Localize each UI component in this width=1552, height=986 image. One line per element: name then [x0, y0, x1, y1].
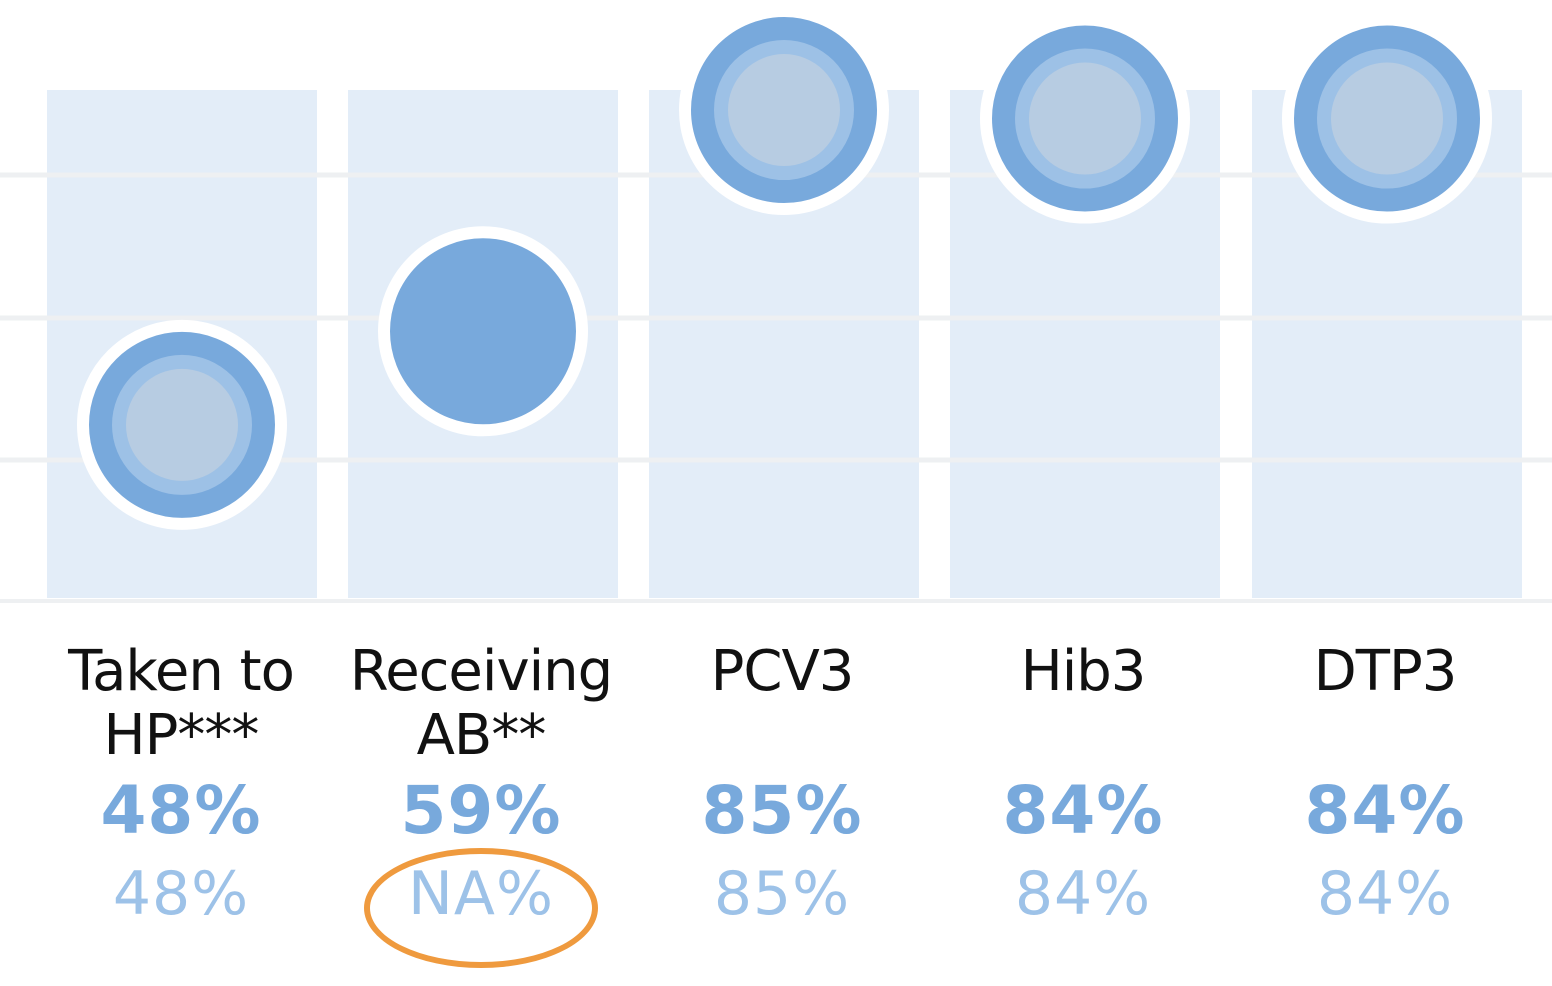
secondary-marker — [1331, 62, 1443, 175]
primary-marker — [378, 226, 588, 437]
data-markers — [77, 5, 1492, 530]
secondary-marker — [728, 54, 840, 167]
secondary-marker — [1029, 62, 1141, 175]
secondary-marker — [126, 368, 238, 481]
